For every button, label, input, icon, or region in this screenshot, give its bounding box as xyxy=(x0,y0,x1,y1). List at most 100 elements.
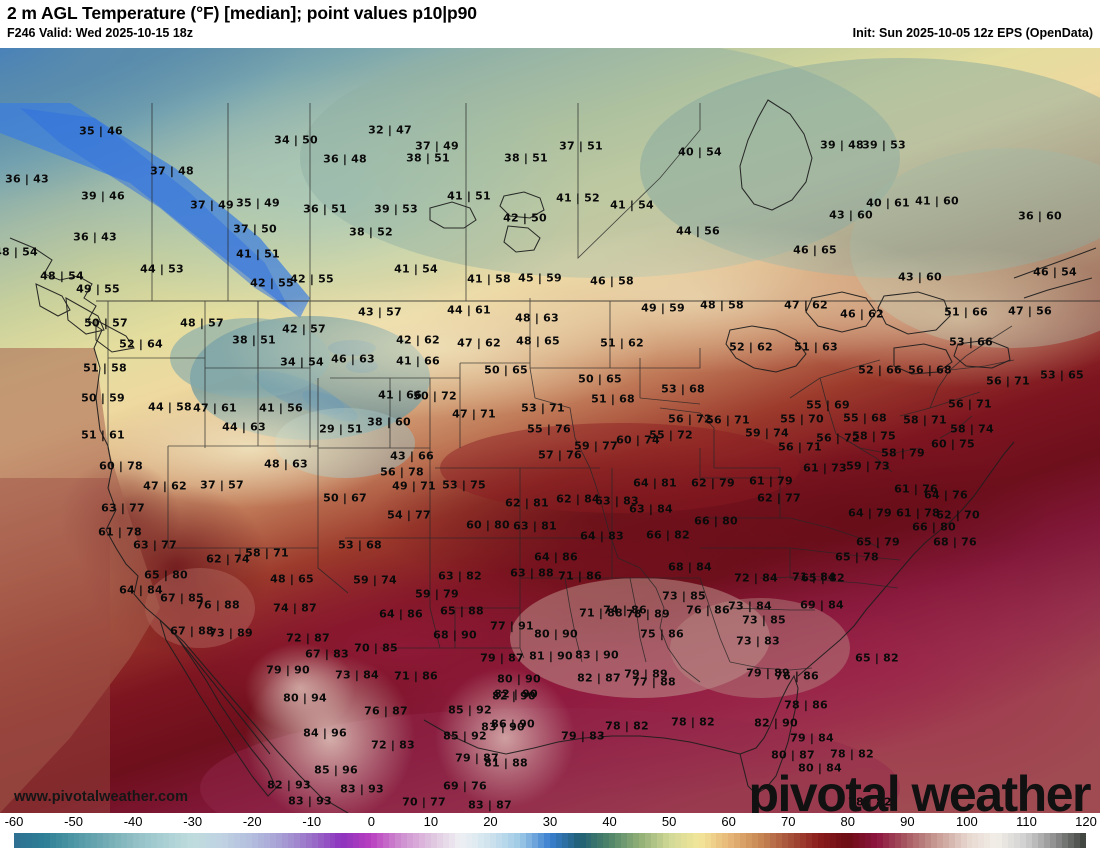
colorbar-cell xyxy=(508,833,515,848)
colorbar-cell xyxy=(424,833,431,848)
colorbar-cell xyxy=(484,833,491,848)
colorbar-cell xyxy=(871,833,878,848)
colorbar-tick: 90 xyxy=(900,814,915,829)
site-url-watermark[interactable]: www.pivotalweather.com xyxy=(14,789,189,805)
colorbar-cell xyxy=(377,833,384,848)
colorbar-cell xyxy=(109,833,116,848)
colorbar-cell xyxy=(656,833,663,848)
colorbar-cell xyxy=(877,833,884,848)
colorbar-cell xyxy=(412,833,419,848)
colorbar-cell xyxy=(621,833,628,848)
colorbar-cell xyxy=(734,833,741,848)
colorbar-cell xyxy=(395,833,401,848)
colorbar-cell xyxy=(906,833,913,848)
colorbar-cell xyxy=(329,833,336,848)
colorbar-cell xyxy=(240,833,247,848)
colorbar-cell xyxy=(1055,833,1062,848)
colorbar-cell xyxy=(67,833,74,848)
colorbar-cell xyxy=(853,833,860,848)
colorbar-cell xyxy=(692,833,699,848)
colorbar-cell xyxy=(770,833,776,848)
colorbar-tick: -60 xyxy=(4,814,24,829)
colorbar-cell xyxy=(359,833,366,848)
colorbar-tick: 10 xyxy=(423,814,439,829)
map-raster xyxy=(0,48,1100,813)
colorbar-cell xyxy=(924,833,931,848)
colorbar-cell xyxy=(698,833,705,848)
colorbar-cell xyxy=(269,833,276,848)
colorbar-tick: -40 xyxy=(123,814,143,829)
colorbar-cell xyxy=(150,833,157,848)
colorbar-cell xyxy=(37,833,44,848)
colorbar-cell xyxy=(228,833,235,848)
colorbar-cell xyxy=(1031,833,1038,848)
colorbar-cell xyxy=(144,833,151,848)
colorbar-cell xyxy=(198,833,205,848)
colorbar-cell xyxy=(972,833,979,848)
colorbar-cell xyxy=(525,833,532,848)
colorbar-cell xyxy=(520,833,526,848)
colorbar-cell xyxy=(960,833,967,848)
colorbar-tick: 110 xyxy=(1016,814,1037,829)
colorbar-cell xyxy=(710,833,717,848)
colorbar-cell xyxy=(61,833,68,848)
colorbar-cell xyxy=(25,833,32,848)
colorbar-cell xyxy=(180,833,187,848)
colorbar-cell xyxy=(1049,833,1056,848)
colorbar-cell xyxy=(406,833,413,848)
colorbar-cell xyxy=(645,833,651,848)
colorbar-cell xyxy=(400,833,407,848)
colorbar-tick: 60 xyxy=(721,814,736,829)
colorbar-cell xyxy=(984,833,991,848)
colorbar-cell xyxy=(787,833,794,848)
colorbar-cell xyxy=(895,833,902,848)
colorbar-cell xyxy=(502,833,509,848)
colorbar-cell xyxy=(73,833,80,848)
valid-time-label: F246 Valid: Wed 2025-10-15 18z xyxy=(7,26,193,40)
colorbar-cell xyxy=(103,833,110,848)
colorbar-cell xyxy=(43,833,50,848)
colorbar-cell xyxy=(460,833,467,848)
colorbar-cell xyxy=(1079,833,1086,848)
colorbar-tick: -30 xyxy=(183,814,203,829)
colorbar-tick: 30 xyxy=(542,814,558,829)
temperature-map[interactable]: 35 | 46 36 | 43 39 | 46 36 | 43 37 | 48 37 | … xyxy=(0,48,1100,813)
colorbar-cell xyxy=(531,833,538,848)
colorbar-cell xyxy=(371,833,378,848)
colorbar-cell xyxy=(889,833,896,848)
colorbar-cell xyxy=(936,833,943,848)
colorbar-cell xyxy=(966,833,973,848)
header: 2 m AGL Temperature (°F) [median]; point… xyxy=(0,0,1100,48)
colorbar-cell xyxy=(31,833,38,848)
colorbar-cell xyxy=(686,833,693,848)
colorbar-cell xyxy=(85,833,92,848)
colorbar-tick: 20 xyxy=(483,814,498,829)
colorbar-cell xyxy=(835,833,842,848)
colorbar-cell xyxy=(139,833,145,848)
colorbar-cell xyxy=(990,833,997,848)
colorbar-cell xyxy=(650,833,657,848)
colorbar-cell xyxy=(764,833,771,848)
colorbar-cell xyxy=(55,833,62,848)
colorbar-cell xyxy=(448,833,455,848)
colorbar-cell xyxy=(930,833,937,848)
colorbar-tick: -50 xyxy=(64,814,83,829)
colorbar-cell xyxy=(496,833,503,848)
colorbar-cell xyxy=(549,833,556,848)
colorbar-cell xyxy=(674,833,681,848)
colorbar-cell xyxy=(978,833,985,848)
colorbar-cell xyxy=(740,833,747,848)
colorbar-cell xyxy=(275,833,282,848)
colorbar-cell xyxy=(264,833,270,848)
colorbar-cell xyxy=(204,833,211,848)
colorbar-cell xyxy=(14,833,20,848)
colorbar[interactable]: -60 -50 -40 -30 -20 -10 0 10 20 30 40 50 60 70 80 90 100… xyxy=(0,813,1100,850)
colorbar-cell xyxy=(287,833,294,848)
colorbar-cell xyxy=(537,833,544,848)
colorbar-tick: 50 xyxy=(661,814,677,829)
init-time-label: Init: Sun 2025-10-05 12z EPS (OpenData) xyxy=(852,26,1093,40)
colorbar-cell xyxy=(901,833,907,848)
colorbar-cell xyxy=(799,833,806,848)
colorbar-cell xyxy=(603,833,610,848)
colorbar-cell xyxy=(478,833,485,848)
